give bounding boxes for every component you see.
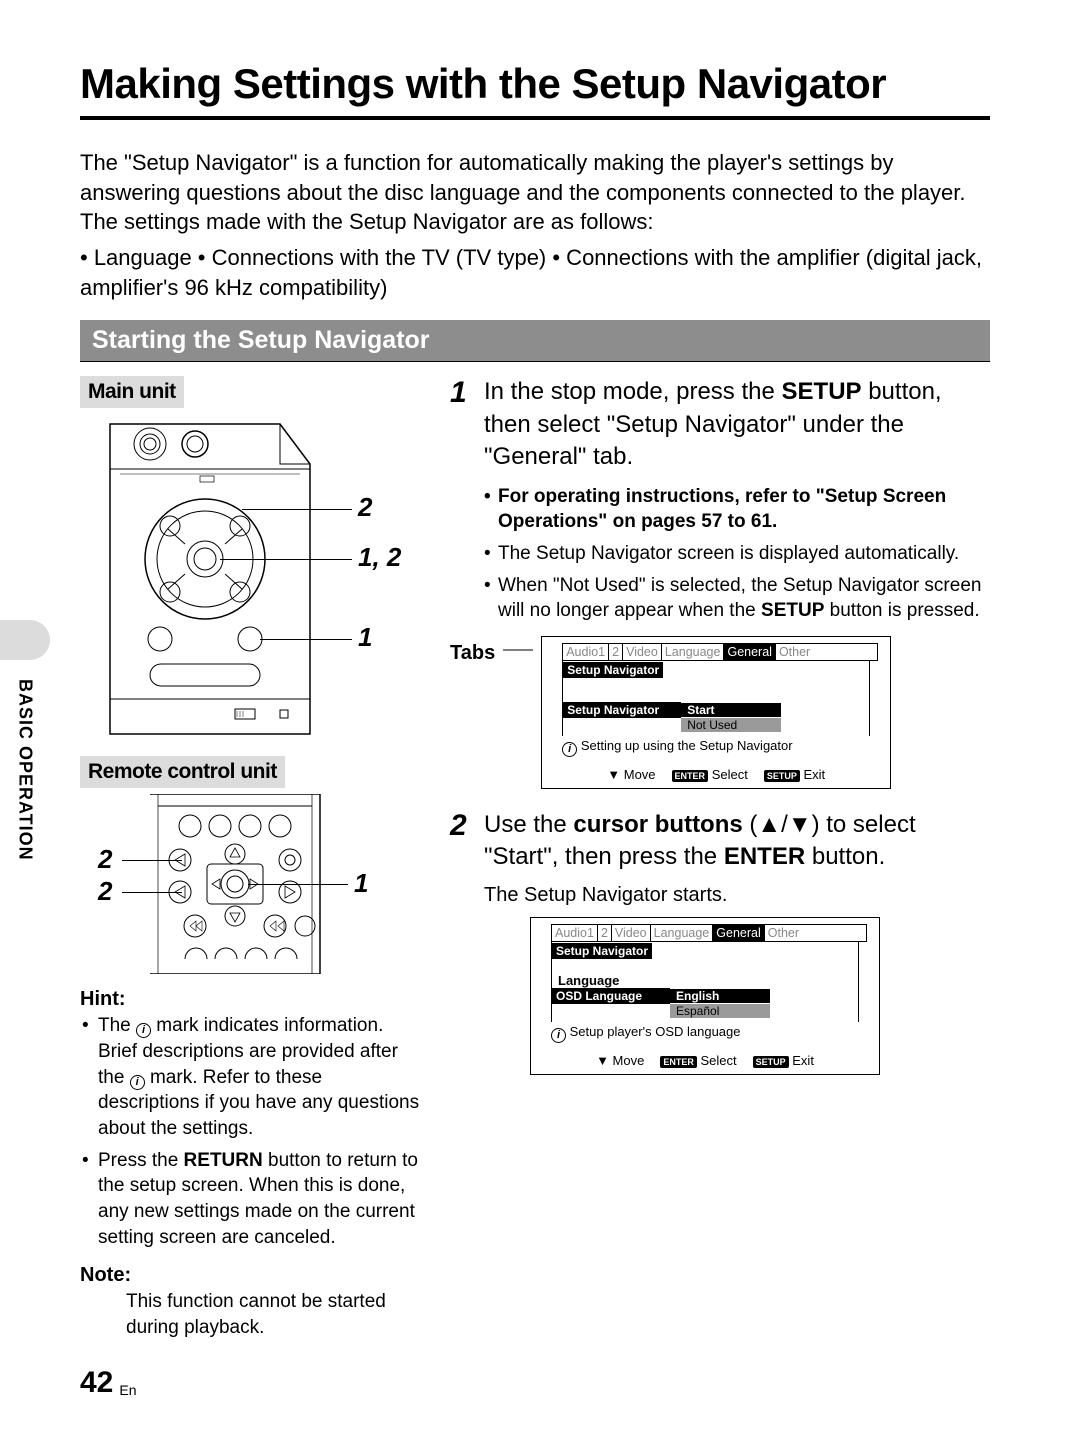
osd2-footer: ▼ Move ENTER Select SETUP Exit xyxy=(531,1049,879,1074)
side-tab: BASIC OPERATION xyxy=(0,640,50,900)
step-2-result: The Setup Navigator starts. xyxy=(484,884,990,907)
section-heading: Starting the Setup Navigator xyxy=(80,320,990,362)
hint-item-2: Press the RETURN button to return to the… xyxy=(98,1148,420,1251)
remote-diagram: 2 2 1 xyxy=(80,794,410,974)
osd1-tabs: Audio1 2 Video Language General Other xyxy=(562,643,878,661)
remote-callout-2b: 2 xyxy=(98,876,112,907)
step-1-sub-bold: For operating instructions, refer to "Se… xyxy=(484,484,990,535)
main-unit-diagram: 2 1, 2 1 xyxy=(80,414,410,744)
info-icon: i xyxy=(130,1075,145,1090)
step-2-text: Use the cursor buttons (▲/▼) to select "… xyxy=(484,809,990,874)
hint-item-1: The i mark indicates information. Brief … xyxy=(98,1013,420,1141)
osd1-header: Setup Navigator xyxy=(563,662,663,678)
tabs-label: Tabs xyxy=(450,642,495,665)
osd2-header: Setup Navigator xyxy=(552,943,652,959)
osd2-section: Language xyxy=(552,973,858,988)
osd2-tabs: Audio1 2 Video Language General Other xyxy=(551,924,867,942)
callout-1-2: 1, 2 xyxy=(358,542,401,573)
remote-callout-2a: 2 xyxy=(98,844,112,875)
osd1-opt-start: Start xyxy=(681,703,781,717)
step-1-sub-2: When "Not Used" is selected, the Setup N… xyxy=(484,573,990,624)
osd2-opt-english: English xyxy=(670,989,770,1003)
osd1-info: i Setting up using the Setup Navigator xyxy=(542,736,890,763)
note-body: This function cannot be started during p… xyxy=(126,1289,420,1340)
page-title: Making Settings with the Setup Navigator xyxy=(80,60,990,120)
page-lang: En xyxy=(119,1382,136,1398)
callout-2: 2 xyxy=(358,492,372,523)
osd2-info: i Setup player's OSD language xyxy=(531,1022,879,1049)
osd-screen-2: Audio1 2 Video Language General Other Se… xyxy=(530,917,880,1075)
osd2-item-label: OSD Language xyxy=(552,988,670,1004)
note-heading: Note: xyxy=(80,1264,420,1287)
remote-label: Remote control unit xyxy=(80,756,285,788)
osd-screen-1: Audio1 2 Video Language General Other Se… xyxy=(541,636,891,789)
callout-1: 1 xyxy=(358,622,372,653)
osd1-footer: ▼ Move ENTER Select SETUP Exit xyxy=(542,763,890,788)
step-1-text: In the stop mode, press the SETUP button… xyxy=(484,376,990,473)
page-number: 42 xyxy=(80,1366,113,1400)
step-2-number: 2 xyxy=(450,809,474,874)
osd2-opt-espanol: Español xyxy=(670,1004,770,1018)
osd1-opt-notused: Not Used xyxy=(681,718,781,732)
step-1-sub-1: The Setup Navigator screen is displayed … xyxy=(484,541,990,567)
remote-callout-1: 1 xyxy=(354,868,368,899)
main-unit-label: Main unit xyxy=(80,376,184,408)
hint-heading: Hint: xyxy=(80,988,420,1011)
step-1-number: 1 xyxy=(450,376,474,473)
osd1-item-label: Setup Navigator xyxy=(563,702,681,718)
intro-paragraph: The "Setup Navigator" is a function for … xyxy=(80,148,990,237)
intro-bullets: • Language • Connections with the TV (TV… xyxy=(80,243,990,302)
info-icon: i xyxy=(136,1023,151,1038)
